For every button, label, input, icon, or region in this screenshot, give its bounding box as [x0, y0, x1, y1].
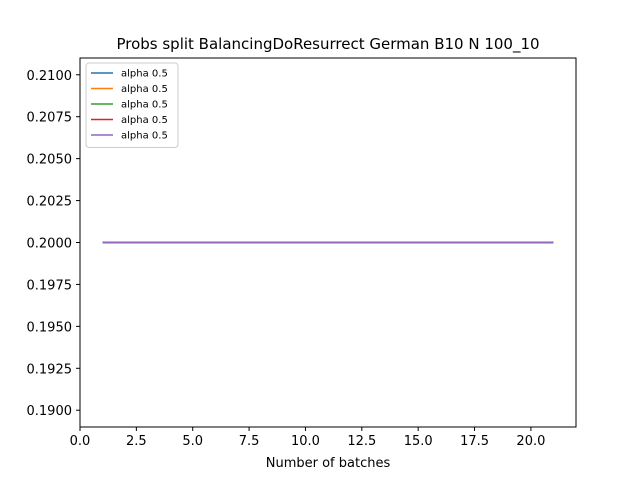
y-tick-label: 0.1925 — [27, 362, 73, 377]
x-tick-label: 15.0 — [404, 434, 433, 449]
x-axis-label: Number of batches — [266, 456, 391, 471]
x-tick-label: 12.5 — [347, 434, 376, 449]
x-tick-label: 7.5 — [239, 434, 260, 449]
x-tick-label: 5.0 — [182, 434, 203, 449]
legend-label-3: alpha 0.5 — [121, 100, 168, 111]
x-tick-label: 17.5 — [460, 434, 489, 449]
x-tick-label: 2.5 — [126, 434, 147, 449]
legend-label-5: alpha 0.5 — [121, 131, 168, 142]
y-tick-label: 0.1950 — [27, 320, 73, 335]
y-tick-label: 0.2025 — [27, 195, 73, 210]
chart-title: Probs split BalancingDoResurrect German … — [116, 35, 539, 54]
x-axis: 0.0 2.5 5.0 7.5 10.0 12.5 15.0 17.5 20.0 — [70, 427, 545, 449]
legend-box — [85, 62, 179, 148]
legend-label-4: alpha 0.5 — [121, 115, 168, 126]
y-tick-label: 0.2050 — [27, 153, 73, 168]
y-tick-label: 0.2075 — [27, 111, 73, 126]
x-tick-label: 0.0 — [70, 434, 91, 449]
legend-label-2: alpha 0.5 — [121, 84, 168, 95]
y-tick-label: 0.1975 — [27, 278, 73, 293]
legend-label-1: alpha 0.5 — [121, 69, 168, 80]
y-tick-label: 0.2100 — [27, 69, 73, 84]
legend: alpha 0.5 alpha 0.5 alpha 0.5 alpha 0.5 alph… — [85, 62, 179, 148]
y-axis: 0.1900 0.1925 0.1950 0.1975 0.2000 0.2025 0.20… — [27, 69, 80, 419]
y-tick-label: 0.2000 — [27, 237, 73, 252]
x-tick-label: 10.0 — [291, 434, 320, 449]
y-tick-label: 0.1900 — [27, 404, 73, 419]
x-tick-label: 20.0 — [516, 434, 545, 449]
